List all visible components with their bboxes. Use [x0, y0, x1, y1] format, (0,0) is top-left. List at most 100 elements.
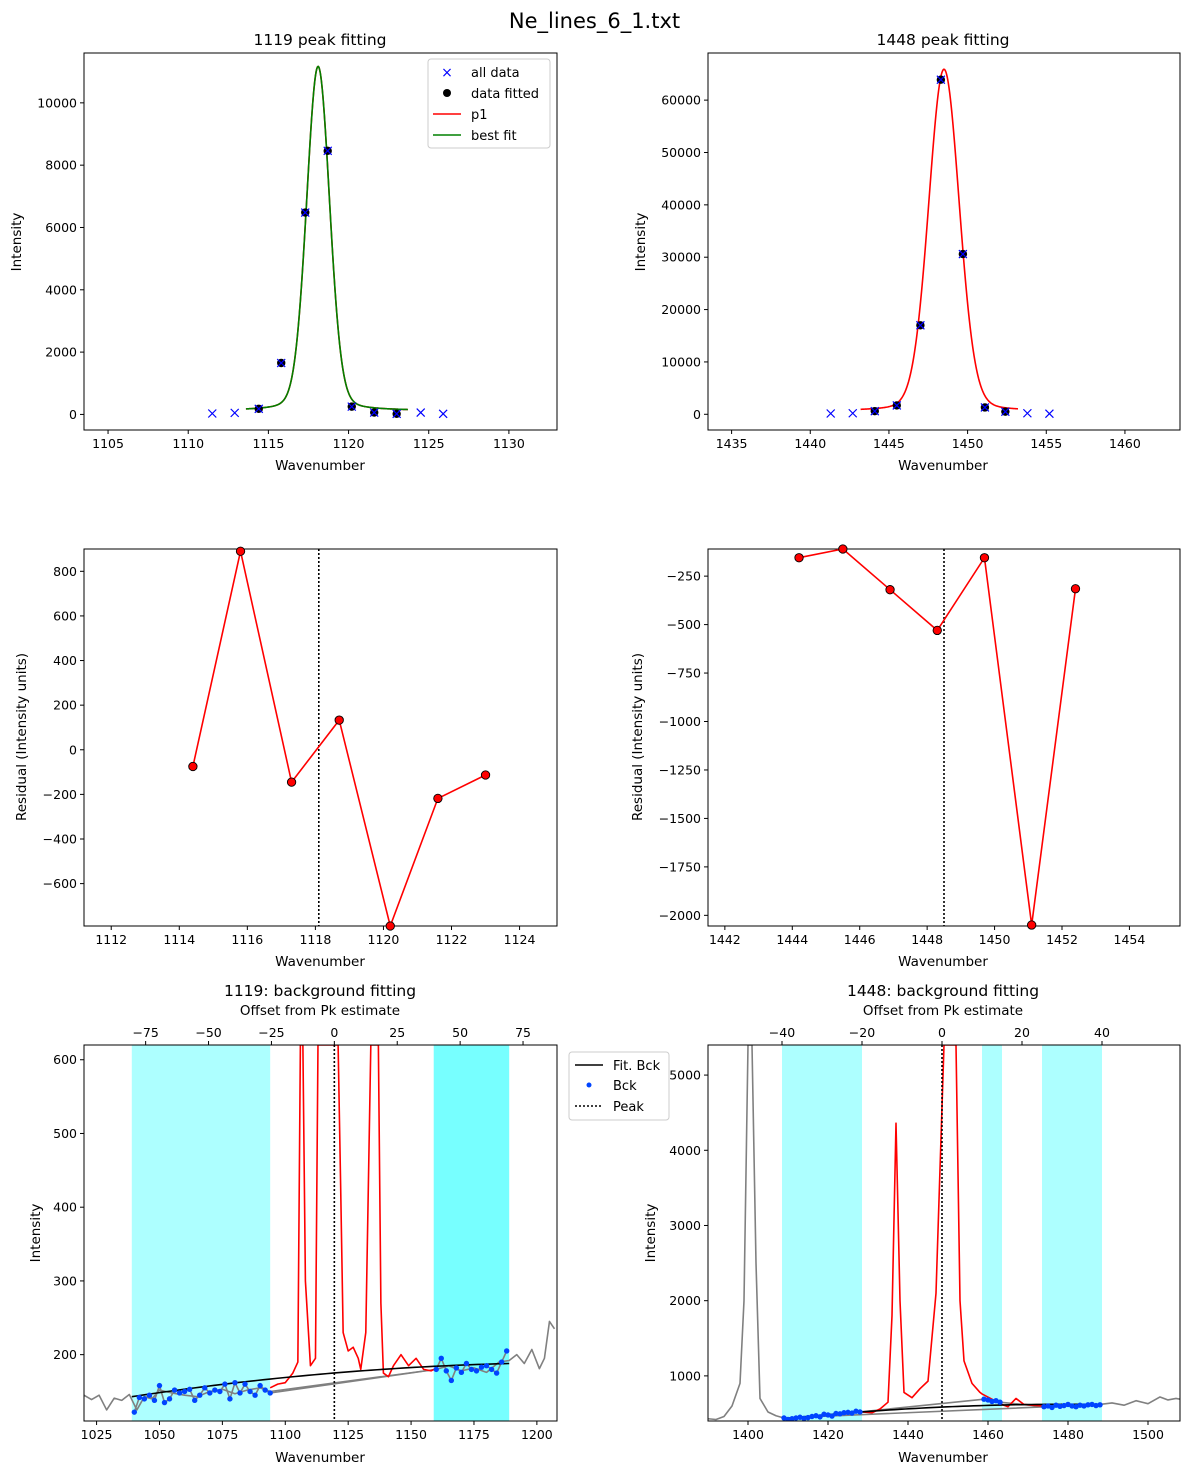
legend-marker-x: ×: [441, 65, 453, 81]
residual-point: [932, 625, 942, 636]
spectrum-line: [708, 1045, 1180, 1421]
background-point: [853, 1408, 859, 1414]
chart-legend: Fit. Bck Bck Peak: [568, 1051, 670, 1121]
x-tick-label: 1448: [911, 932, 943, 947]
background-point: [829, 1413, 835, 1419]
background-point: [176, 1390, 183, 1396]
background-point: [448, 1377, 455, 1384]
data-point-all: [230, 408, 240, 418]
x-tick-label: 1454: [1114, 932, 1146, 947]
top-tick-label: 25: [389, 1025, 405, 1040]
plot-area: [708, 1045, 1180, 1421]
x-tick-label: 1400: [732, 1427, 764, 1442]
data-point-all: [936, 75, 946, 85]
x-tick-label: 1050: [144, 1427, 176, 1442]
x-axis-label: Wavenumber: [898, 1450, 988, 1466]
background-point: [793, 1415, 799, 1421]
x-tick-label: 1118: [299, 932, 331, 947]
data-point-all: [323, 146, 333, 156]
legend-marker-dot: [443, 89, 451, 97]
fit-curve-p1: [860, 68, 1018, 411]
top-tick-label: 75: [515, 1025, 531, 1040]
y-tick-label: −400: [43, 832, 77, 847]
top-tick-label: 50: [452, 1025, 468, 1040]
background-point: [801, 1415, 807, 1421]
legend-label: best fit: [471, 129, 517, 144]
background-point: [262, 1387, 268, 1393]
top-axis-label: Offset from Pk estimate: [863, 1003, 1023, 1019]
background-point: [433, 1366, 439, 1373]
y-tick-label: 6000: [45, 220, 77, 235]
y-tick-label: 10000: [37, 95, 77, 110]
data-point-all: [980, 403, 990, 412]
legend-marker-dot: [586, 1082, 592, 1088]
y-tick-label: 0: [693, 407, 701, 422]
data-point-all: [276, 358, 286, 368]
background-point: [161, 1399, 168, 1406]
background-point: [463, 1360, 470, 1367]
x-tick-label: 1200: [521, 1427, 553, 1442]
background-point: [247, 1388, 253, 1395]
background-point: [237, 1390, 243, 1396]
top-tick-label: −50: [195, 1025, 221, 1040]
y-tick-label: 0: [69, 407, 77, 422]
background-point: [785, 1416, 791, 1421]
x-tick-label: 1124: [504, 932, 536, 947]
x-tick-label: 1460: [1109, 436, 1141, 451]
data-point-all: [892, 400, 902, 410]
x-tick-label: 1105: [92, 436, 124, 451]
data-point-all: [392, 409, 402, 419]
x-tick-label: 1100: [269, 1427, 301, 1442]
axes-frame: [83, 52, 558, 431]
data-point-all: [416, 408, 426, 417]
y-tick-label: 400: [53, 653, 77, 668]
data-point-all: [438, 409, 448, 419]
y-tick-label: 60000: [661, 93, 701, 108]
y-tick-label: −1250: [659, 762, 701, 777]
x-tick-label: 1130: [493, 436, 525, 451]
background-point: [821, 1411, 827, 1417]
panel-title: 1448 peak fitting: [876, 31, 1009, 49]
background-band: [982, 1045, 1002, 1421]
axes-frame: [83, 1044, 558, 1422]
y-tick-label: 30000: [661, 250, 701, 265]
background-point: [141, 1396, 148, 1402]
residual-points: [188, 546, 491, 931]
background-point: [136, 1394, 143, 1401]
background-point: [151, 1397, 158, 1404]
background-point: [981, 1396, 987, 1402]
background-point: [171, 1387, 178, 1393]
x-tick-label: 1110: [172, 436, 204, 451]
top-tick-label: −40: [769, 1025, 795, 1040]
background-point: [192, 1397, 198, 1404]
background-point: [841, 1410, 847, 1416]
data-point-all: [347, 402, 357, 412]
x-tick-label: 1446: [844, 932, 876, 947]
x-tick-label: 1125: [413, 436, 445, 451]
background-band: [131, 1045, 271, 1421]
x-tick-label: 1120: [333, 436, 365, 451]
background-point: [453, 1365, 460, 1371]
residual-points: [794, 544, 1081, 930]
background-point: [227, 1396, 233, 1402]
y-tick-label: 600: [53, 1052, 77, 1067]
data-point-all: [300, 208, 310, 217]
background-point: [789, 1416, 795, 1421]
background-point: [1085, 1402, 1091, 1408]
background-point: [202, 1385, 208, 1391]
background-point: [493, 1370, 500, 1376]
y-axis-label: Intensity: [9, 213, 25, 272]
axes-frame: [83, 548, 558, 927]
peak-fit-panel-1119: 1119 peak fitting Wavenumber Intensity ×…: [9, 31, 558, 474]
x-tick-label: 1120: [368, 932, 400, 947]
x-tick-label: 1440: [892, 1427, 924, 1442]
axes-frame: [707, 52, 1181, 431]
y-tick-label: 2000: [45, 345, 77, 360]
y-tick-label: 1000: [669, 1368, 701, 1383]
axes-frame: [707, 1044, 1181, 1422]
legend-frame: [568, 1051, 670, 1121]
legend-frame: [427, 58, 551, 149]
background-point: [1077, 1402, 1083, 1408]
plot-area: [84, 1045, 556, 1421]
